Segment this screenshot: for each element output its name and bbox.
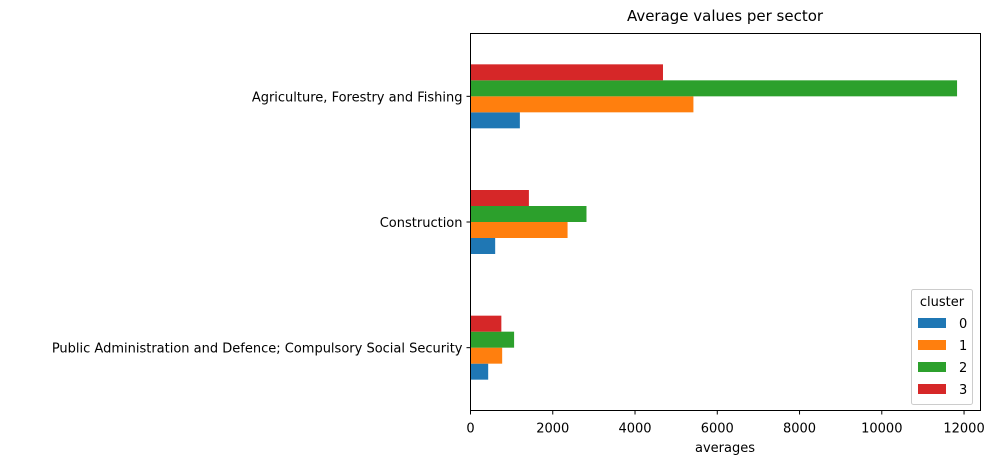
bar-cluster-1-cat-1: [470, 222, 568, 238]
x-axis-ticks: 0 2000 4000 6000 8000 10000 12000: [466, 410, 985, 437]
plot-frame: [470, 33, 981, 411]
legend-label-1: 1: [959, 339, 967, 354]
bar-cluster-3-cat-1: [470, 190, 529, 206]
x-axis-label: averages: [695, 441, 755, 456]
legend-swatch-0: [918, 318, 946, 328]
legend: cluster 0 1 2 3: [911, 289, 973, 405]
x-tick-label: 2000: [536, 422, 569, 437]
bar-cluster-0-cat-2: [470, 363, 489, 380]
y-tick-label: Public Administration and Defence; Compu…: [52, 342, 463, 357]
bar-cluster-3-cat-0: [470, 64, 663, 81]
y-axis-ticks: Agriculture, Forestry and Fishing Constru…: [52, 90, 471, 357]
legend-title: cluster: [920, 295, 965, 310]
y-tick-label: Agriculture, Forestry and Fishing: [252, 90, 463, 105]
bars-group: [470, 64, 958, 380]
x-tick-label: 12000: [943, 422, 984, 437]
legend-swatch-2: [918, 362, 946, 372]
x-tick-label: 8000: [783, 422, 816, 437]
chart-title: Average values per sector: [627, 7, 824, 25]
bar-cluster-1-cat-2: [470, 347, 503, 364]
bar-cluster-1-cat-0: [470, 96, 694, 113]
bar-cluster-0-cat-0: [470, 112, 520, 129]
legend-swatch-1: [918, 340, 946, 350]
bar-cluster-0-cat-1: [470, 238, 496, 254]
bar-cluster-3-cat-2: [470, 315, 502, 332]
legend-swatch-3: [918, 384, 946, 394]
legend-label-2: 2: [959, 361, 967, 376]
x-tick-label: 6000: [701, 422, 734, 437]
legend-label-0: 0: [959, 317, 967, 332]
x-tick-label: 0: [466, 422, 474, 437]
x-tick-label: 4000: [618, 422, 651, 437]
legend-label-3: 3: [959, 383, 967, 398]
bar-cluster-2-cat-1: [470, 206, 587, 222]
bar-cluster-2-cat-2: [470, 331, 515, 348]
y-tick-label: Construction: [380, 216, 463, 231]
bar-cluster-2-cat-0: [470, 80, 958, 97]
x-tick-label: 10000: [861, 422, 902, 437]
